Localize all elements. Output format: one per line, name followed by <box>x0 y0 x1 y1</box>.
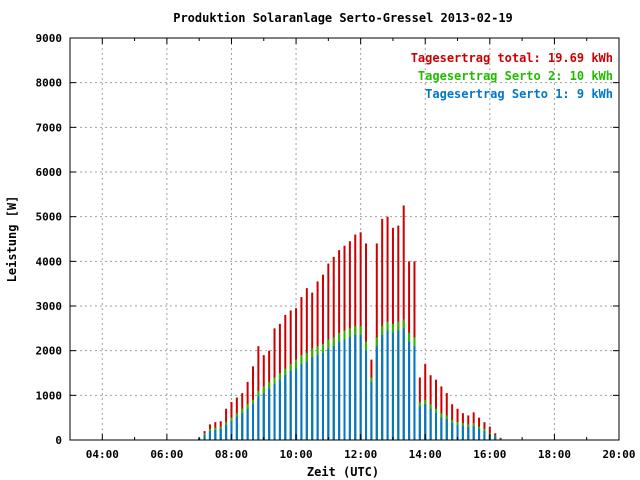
bar <box>316 355 319 440</box>
legend-entry: Tagesertrag Serto 1: 9 kWh <box>425 87 613 101</box>
bar <box>311 357 314 440</box>
bar <box>252 404 254 440</box>
bar <box>494 436 497 440</box>
bar <box>424 404 427 440</box>
bar <box>381 335 384 440</box>
y-tick-label: 4000 <box>36 255 63 268</box>
bar <box>246 408 249 440</box>
bar <box>343 339 346 440</box>
chart-legend: Tagesertrag total: 19.69 kWh Tagesertrag … <box>411 51 613 101</box>
x-tick-label: 14:00 <box>409 448 442 461</box>
x-tick-label: 10:00 <box>279 448 312 461</box>
bar <box>273 384 276 440</box>
bar <box>289 370 292 440</box>
bar <box>461 426 464 440</box>
bar-series-3 <box>198 328 502 440</box>
bar <box>332 346 335 440</box>
y-tick-label: 9000 <box>36 32 63 45</box>
bar <box>397 330 400 440</box>
bar <box>429 408 432 440</box>
x-tick-label: 18:00 <box>538 448 571 461</box>
y-tick-label: 3000 <box>36 300 63 313</box>
bar <box>219 428 222 440</box>
bar <box>241 413 244 440</box>
bar <box>268 388 271 440</box>
legend-entry: Tagesertrag total: 19.69 kWh <box>411 51 613 65</box>
y-tick-label: 1000 <box>36 389 63 402</box>
x-tick-label: 04:00 <box>86 448 119 461</box>
bar <box>262 393 265 440</box>
bar <box>408 341 411 440</box>
y-tick-label: 5000 <box>36 211 63 224</box>
bar <box>418 406 421 440</box>
chart-grid <box>70 38 619 440</box>
bar <box>440 417 443 440</box>
bar <box>445 419 448 440</box>
bar <box>402 328 405 440</box>
chart-bars <box>198 205 502 440</box>
bar <box>472 426 475 440</box>
bar <box>257 396 260 440</box>
bar <box>391 332 394 440</box>
bar <box>375 346 378 440</box>
bar <box>478 428 481 440</box>
bar <box>338 341 341 440</box>
bar <box>203 434 206 440</box>
bar <box>456 425 459 440</box>
bar <box>327 348 330 440</box>
plot-frame <box>69 37 620 441</box>
bar <box>284 375 287 440</box>
bar <box>386 330 389 440</box>
y-tick-label: 6000 <box>36 166 63 179</box>
y-tick-label: 8000 <box>36 77 63 90</box>
bar <box>230 421 233 440</box>
y-axis-label: Leistung [W] <box>5 196 19 283</box>
bar <box>365 350 368 440</box>
bar <box>413 346 416 440</box>
bar <box>208 431 211 440</box>
bar <box>300 364 303 440</box>
bar <box>278 379 281 440</box>
x-tick-label: 16:00 <box>473 448 506 461</box>
bar <box>435 413 437 440</box>
x-tick-label: 06:00 <box>150 448 183 461</box>
x-tick-label: 20:00 <box>602 448 635 461</box>
x-axis-label: Zeit (UTC) <box>307 465 379 479</box>
bar <box>295 368 298 440</box>
bar <box>451 423 454 440</box>
x-tick-label: 12:00 <box>344 448 377 461</box>
y-tick-label: 7000 <box>36 121 63 134</box>
bar <box>214 430 217 440</box>
bar <box>225 425 228 440</box>
bar <box>321 352 324 440</box>
bar <box>348 337 351 440</box>
y-tick-label: 0 <box>55 434 62 447</box>
x-tick-label: 08:00 <box>215 448 248 461</box>
chart-title: Produktion Solaranlage Serto-Gressel 201… <box>173 11 513 25</box>
y-tick-label: 2000 <box>36 345 63 358</box>
legend-entry: Tagesertrag Serto 2: 10 kWh <box>418 69 613 83</box>
bar <box>467 427 470 440</box>
bar <box>354 335 357 440</box>
bar <box>305 361 308 440</box>
bar <box>370 381 373 440</box>
bar <box>235 416 238 440</box>
bar <box>483 431 486 440</box>
bar <box>359 335 362 440</box>
chart-ticks: 0 1000 2000 3000 4000 5000 6000 7000 8000 9000 04:… <box>36 32 636 461</box>
